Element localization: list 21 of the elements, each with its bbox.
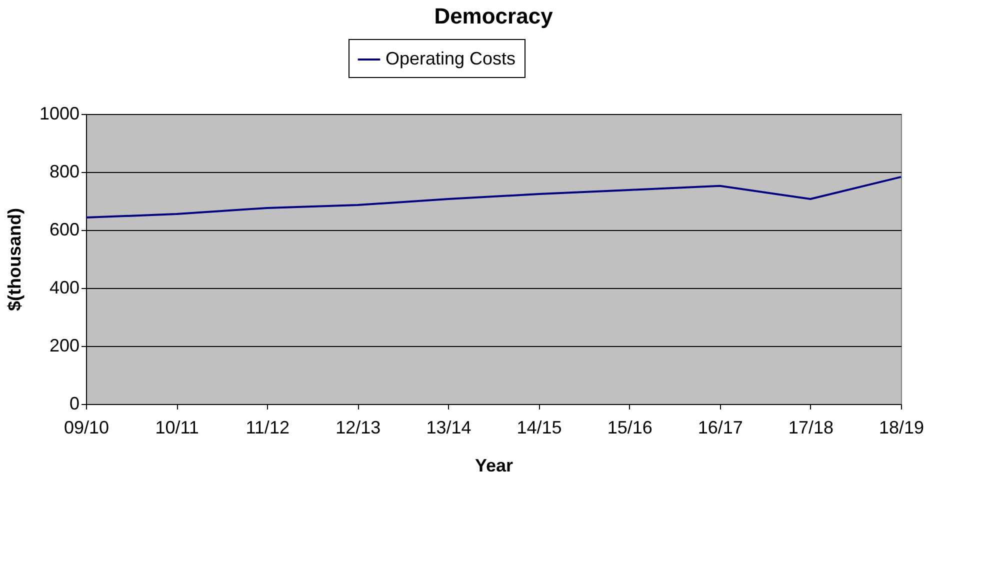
- x-tick-label: 13/14: [426, 418, 472, 438]
- y-tick-label: 200: [49, 336, 80, 356]
- x-tick-label: 15/16: [607, 418, 652, 438]
- x-tick-label: 14/15: [516, 418, 562, 438]
- x-tick-label: 10/11: [155, 418, 199, 438]
- x-tick-label: 11/12: [246, 418, 290, 438]
- y-tick-label: 800: [49, 162, 80, 182]
- x-tick-label: 09/10: [64, 418, 110, 438]
- line-series: [85, 176, 902, 219]
- chart-title: Democracy: [434, 4, 554, 28]
- x-tick-label: 16/17: [698, 418, 743, 438]
- x-tick-label: 12/13: [336, 418, 381, 438]
- y-tick-label: 600: [49, 220, 80, 240]
- y-axis-title: $(thousand): [4, 208, 24, 311]
- x-axis-title: Year: [474, 456, 514, 476]
- y-tick-label: 400: [49, 278, 80, 298]
- x-tick-label: 17/18: [788, 418, 834, 438]
- legend-label: Operating Costs: [386, 48, 516, 68]
- y-tick-label: 0: [69, 394, 80, 414]
- x-tick-label: 18/19: [878, 418, 924, 438]
- y-tick-label: 1000: [39, 104, 80, 124]
